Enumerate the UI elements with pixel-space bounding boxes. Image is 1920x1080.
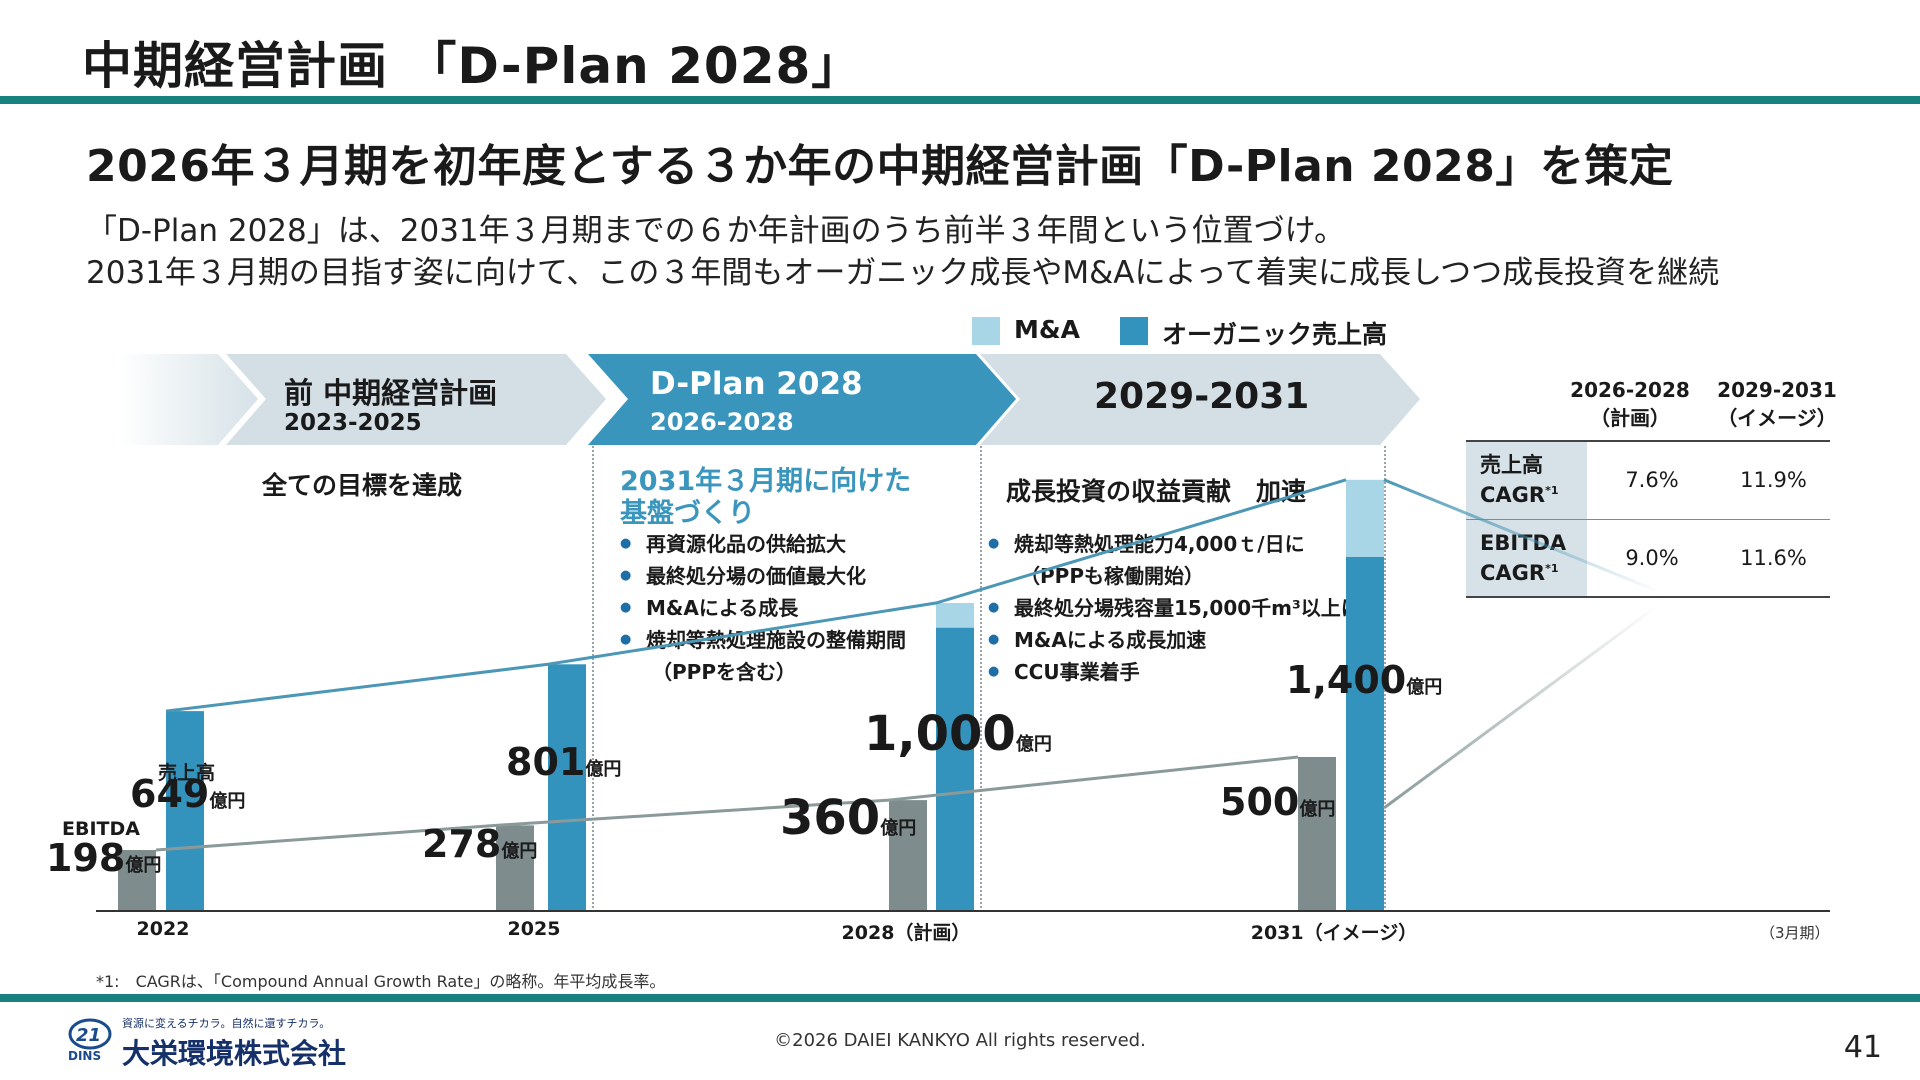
company-tagline: 資源に変えるチカラ。自然に還すチカラ。 xyxy=(122,1017,331,1030)
organic-sales-bar xyxy=(548,664,586,911)
legend-organic-label: オーガニック売上高 xyxy=(1162,320,1388,349)
future-column-heading: 成長投資の収益貢献 加速 xyxy=(1006,477,1307,506)
sales-value-label: 1,400億円 xyxy=(1286,658,1443,702)
phase-arrow-prev: 前 中期経営計画 2023-2025 xyxy=(226,354,606,445)
body-text-line-1: 「D-Plan 2028」は、2031年３月期までの６か年計画のうち前半３年間と… xyxy=(86,213,1346,249)
logo-text: DINS xyxy=(68,1049,101,1062)
future-bullet: M&Aによる成長加速 xyxy=(988,624,1361,656)
ebitda-projection-line xyxy=(1383,602,1661,810)
ebitda-value-label: 278億円 xyxy=(422,822,538,866)
company-logo-icon: 21 DINS xyxy=(68,1018,112,1062)
svg-text:21: 21 xyxy=(76,1025,101,1046)
footnote: *1: CAGRは、「Compound Annual Growth Rate」の… xyxy=(96,972,666,991)
cagr-table: 売上高 CAGR*1 7.6% 11.9% EBITDA CAGR*1 9.0% 1… xyxy=(1466,440,1830,598)
sales-value-label: 801億円 xyxy=(506,740,622,784)
x-tick-label: 2028（計画） xyxy=(841,922,971,944)
dplan-bullet: 最終処分場の価値最大化 xyxy=(620,560,906,592)
future-bullet: 焼却等熱処理能力4,000ｔ/日に（PPPも稼働開始） xyxy=(988,528,1361,592)
phase-prev-years: 2023-2025 xyxy=(284,410,422,436)
organic-sales-bar xyxy=(936,627,974,911)
sales-value-label: 649億円 xyxy=(130,772,246,816)
divider-dplan-left xyxy=(592,446,594,912)
cagr-row-sales: 売上高 CAGR*1 7.6% 11.9% xyxy=(1466,441,1830,519)
future-bullet: 最終処分場残容量15,000千m³以上に xyxy=(988,592,1361,624)
dplan-column-heading-line2: 基盤づくり xyxy=(620,498,755,529)
x-tick-label: 2031（イメージ） xyxy=(1250,922,1418,944)
dplan-bullet: M&Aによる成長 xyxy=(620,592,906,624)
cagr-value: 11.9% xyxy=(1740,468,1807,493)
body-text-line-2: 2031年３月期の目指す姿に向けて、この３年間もオーガニック成長やM&Aによって… xyxy=(86,255,1720,291)
legend-organic-swatch xyxy=(1120,317,1148,345)
page-number: 41 xyxy=(1843,1030,1882,1065)
cagr-row-label: 売上高 CAGR*1 xyxy=(1466,441,1587,519)
dplan-bullet-list: 再資源化品の供給拡大 最終処分場の価値最大化 M&Aによる成長 焼却等熱処理施設… xyxy=(620,528,906,688)
bottom-divider xyxy=(0,994,1920,1002)
phase-prev-title: 前 中期経営計画 xyxy=(284,376,498,410)
ma-sales-bar xyxy=(936,603,974,628)
headline: 2026年３月期を初年度とする３か年の中期経営計画「D-Plan 2028」を策… xyxy=(86,141,1674,192)
sales-value-label: 1,000億円 xyxy=(864,706,1052,762)
prev-column-heading: 全ての目標を達成 xyxy=(262,471,463,500)
x-tick-label: 2022 xyxy=(136,918,190,940)
top-divider xyxy=(0,96,1920,104)
period-note: （3月期） xyxy=(1760,924,1830,942)
phase-dplan-title: D-Plan 2028 xyxy=(650,366,863,402)
dplan-column-heading-line1: 2031年３月期に向けた xyxy=(620,466,912,497)
phase-future-title: 2029-2031 xyxy=(1094,376,1310,417)
dplan-bullet: 再資源化品の供給拡大 xyxy=(620,528,906,560)
phase-arrow-fade xyxy=(118,354,258,445)
sales-series-label: 売上高 xyxy=(158,762,216,784)
cagr-row-label: EBITDA CAGR*1 xyxy=(1466,519,1587,597)
phase-arrow-dplan: D-Plan 2028 2026-2028 xyxy=(588,354,1016,445)
cagr-col1-header: 2026-2028 （計画） xyxy=(1570,378,1690,430)
cagr-value: 7.6% xyxy=(1625,468,1679,493)
ebitda-series-label: EBITDA xyxy=(62,818,140,840)
cagr-value: 11.6% xyxy=(1740,545,1807,570)
phase-arrow-future: 2029-2031 xyxy=(980,354,1420,445)
ebitda-value-label: 360億円 xyxy=(780,790,917,846)
copyright: ©2026 DAIEI KANKYO All rights reserved. xyxy=(774,1030,1146,1051)
x-tick-label: 2025 xyxy=(507,918,561,940)
page-title: 中期経営計画 「D-Plan 2028」 xyxy=(82,37,863,95)
legend-ma-label: M&A xyxy=(1014,315,1081,344)
cagr-value: 9.0% xyxy=(1625,545,1679,570)
cagr-row-ebitda: EBITDA CAGR*1 9.0% 11.6% xyxy=(1466,519,1830,597)
ebitda-value-label: 198億円 xyxy=(46,836,162,880)
ebitda-trend-line xyxy=(155,755,1299,852)
dplan-bullet: 焼却等熱処理施設の整備期間（PPPを含む） xyxy=(620,624,906,688)
ebitda-value-label: 500億円 xyxy=(1220,780,1336,824)
legend-ma-swatch xyxy=(972,317,1000,345)
cagr-col2-header: 2029-2031 （イメージ） xyxy=(1717,378,1837,430)
divider-dplan-right xyxy=(980,446,982,912)
company-name: 大栄環境株式会社 xyxy=(122,1037,347,1070)
phase-dplan-years: 2026-2028 xyxy=(650,408,794,436)
